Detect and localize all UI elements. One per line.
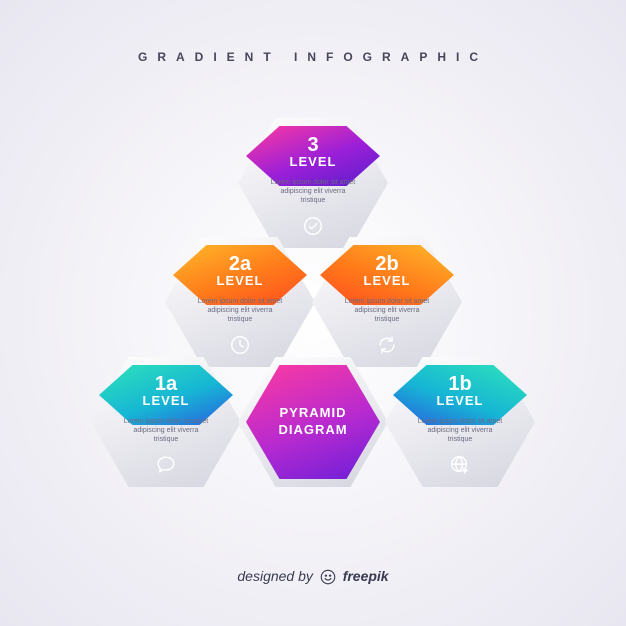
cell-level-3: 3 LEVEL Lorem ipsum dolor sit amet adipi… xyxy=(238,118,388,248)
level-label: LEVEL xyxy=(290,155,337,169)
level-label: LEVEL xyxy=(364,274,411,288)
cell-level-2b: 2b LEVEL Lorem ipsum dolor sit amet adip… xyxy=(312,237,462,367)
level-label: LEVEL xyxy=(143,394,190,408)
level-number: 1a xyxy=(155,374,177,394)
cell-content: 2a LEVEL Lorem ipsum dolor sit amet adip… xyxy=(165,237,315,367)
cell-content: 1a LEVEL Lorem ipsum dolor sit amet adip… xyxy=(91,357,241,487)
cell-content: 3 LEVEL Lorem ipsum dolor sit amet adipi… xyxy=(238,118,388,248)
cell-content: 1b LEVEL Lorem ipsum dolor sit amet adip… xyxy=(385,357,535,487)
level-label: LEVEL xyxy=(217,274,264,288)
cell-pyramid-title: PYRAMID DIAGRAM xyxy=(238,357,388,487)
level-body: Lorem ipsum dolor sit amet adipiscing el… xyxy=(193,297,287,324)
cell-content: 2b LEVEL Lorem ipsum dolor sit amet adip… xyxy=(312,237,462,367)
diagram-title-line2: DIAGRAM xyxy=(278,422,347,439)
credit-prefix: designed by xyxy=(237,568,313,584)
level-body: Lorem ipsum dolor sit amet adipiscing el… xyxy=(413,417,507,444)
credit-line: designed by freepik xyxy=(0,568,626,586)
diagram-title-line1: PYRAMID xyxy=(280,405,347,422)
credit-brand: freepik xyxy=(343,568,389,584)
level-number: 2a xyxy=(229,254,251,274)
diagram-title: PYRAMID DIAGRAM xyxy=(238,357,388,487)
pyramid-diagram: 3 LEVEL Lorem ipsum dolor sit amet adipi… xyxy=(0,0,626,626)
cell-level-2a: 2a LEVEL Lorem ipsum dolor sit amet adip… xyxy=(165,237,315,367)
check-circle-icon xyxy=(302,215,324,237)
cell-level-1b: 1b LEVEL Lorem ipsum dolor sit amet adip… xyxy=(385,357,535,487)
level-number: 2b xyxy=(375,254,398,274)
globe-cursor-icon xyxy=(449,454,471,476)
refresh-icon xyxy=(376,334,398,356)
level-body: Lorem ipsum dolor sit amet adipiscing el… xyxy=(340,297,434,324)
level-label: LEVEL xyxy=(437,394,484,408)
level-number: 1b xyxy=(448,374,471,394)
level-body: Lorem ipsum dolor sit amet adipiscing el… xyxy=(266,178,360,205)
clock-icon xyxy=(229,334,251,356)
level-number: 3 xyxy=(307,135,318,155)
cell-level-1a: 1a LEVEL Lorem ipsum dolor sit amet adip… xyxy=(91,357,241,487)
level-body: Lorem ipsum dolor sit amet adipiscing el… xyxy=(119,417,213,444)
chat-icon xyxy=(155,454,177,476)
freepik-logo-icon xyxy=(319,568,337,586)
